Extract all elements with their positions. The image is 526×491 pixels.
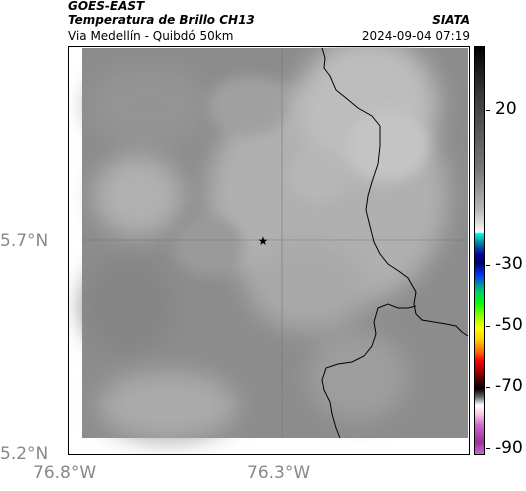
colorbar-label: -50	[495, 315, 523, 335]
colorbar-tick	[486, 326, 490, 327]
boundary-line-south	[321, 303, 417, 439]
colorbar-tick	[486, 265, 490, 266]
colorbar-label: 20	[495, 99, 517, 119]
colorbar-tick	[486, 110, 490, 111]
temperature-colorbar	[474, 46, 485, 455]
region-subtitle: Via Medellín - Quibdó 50km	[68, 29, 234, 43]
colorbar-tick	[486, 448, 490, 449]
organization-label: SIATA	[432, 13, 470, 27]
longitude-tick-label: 76.3°W	[247, 463, 311, 483]
colorbar-tick	[486, 387, 490, 388]
colorbar-label: -70	[495, 376, 523, 396]
agency-title: GOES-EAST	[68, 0, 145, 13]
longitude-tick-label: 76.8°W	[33, 463, 97, 483]
timestamp-label: 2024-09-04 07:19	[361, 29, 470, 43]
product-title: Temperatura de Brillo CH13	[68, 13, 255, 27]
colorbar-label: -90	[495, 438, 523, 458]
colorbar-label: -30	[495, 254, 523, 274]
latitude-tick-label: 5.7°N	[0, 231, 49, 251]
latitude-tick-label: 5.2°N	[0, 444, 49, 464]
location-star-icon: ★	[258, 234, 269, 248]
satellite-map: ★	[68, 46, 470, 455]
map-border	[68, 46, 470, 455]
boundary-line	[321, 47, 469, 337]
cloud-detail	[173, 76, 428, 276]
